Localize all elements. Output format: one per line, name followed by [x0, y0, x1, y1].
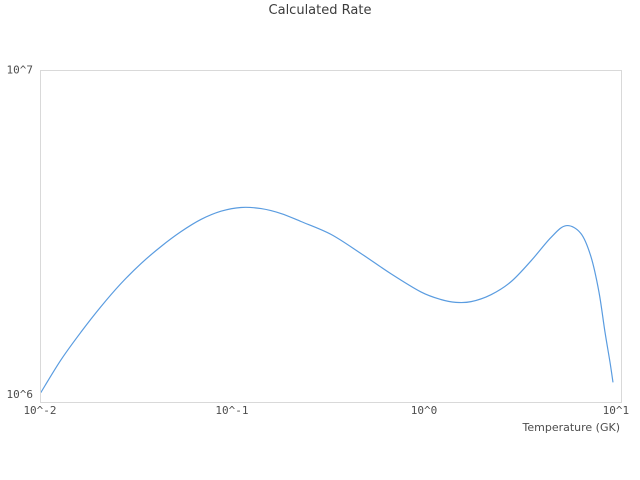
x-tick-label: 10^-2: [23, 404, 57, 417]
y-tick-label: 10^6: [6, 388, 34, 401]
x-tick-label: 10^-1: [215, 404, 249, 417]
chart-title: Calculated Rate: [268, 3, 372, 18]
rate-line-series: [41, 206, 614, 393]
x-axis-title: Temperature (GK): [522, 421, 621, 434]
line-chart-svg: [41, 206, 614, 393]
y-tick-label: 10^7: [6, 63, 34, 77]
plot-area: [40, 70, 622, 403]
x-tick-label: 10^1: [602, 404, 630, 417]
x-tick-label: 10^0: [410, 404, 438, 417]
